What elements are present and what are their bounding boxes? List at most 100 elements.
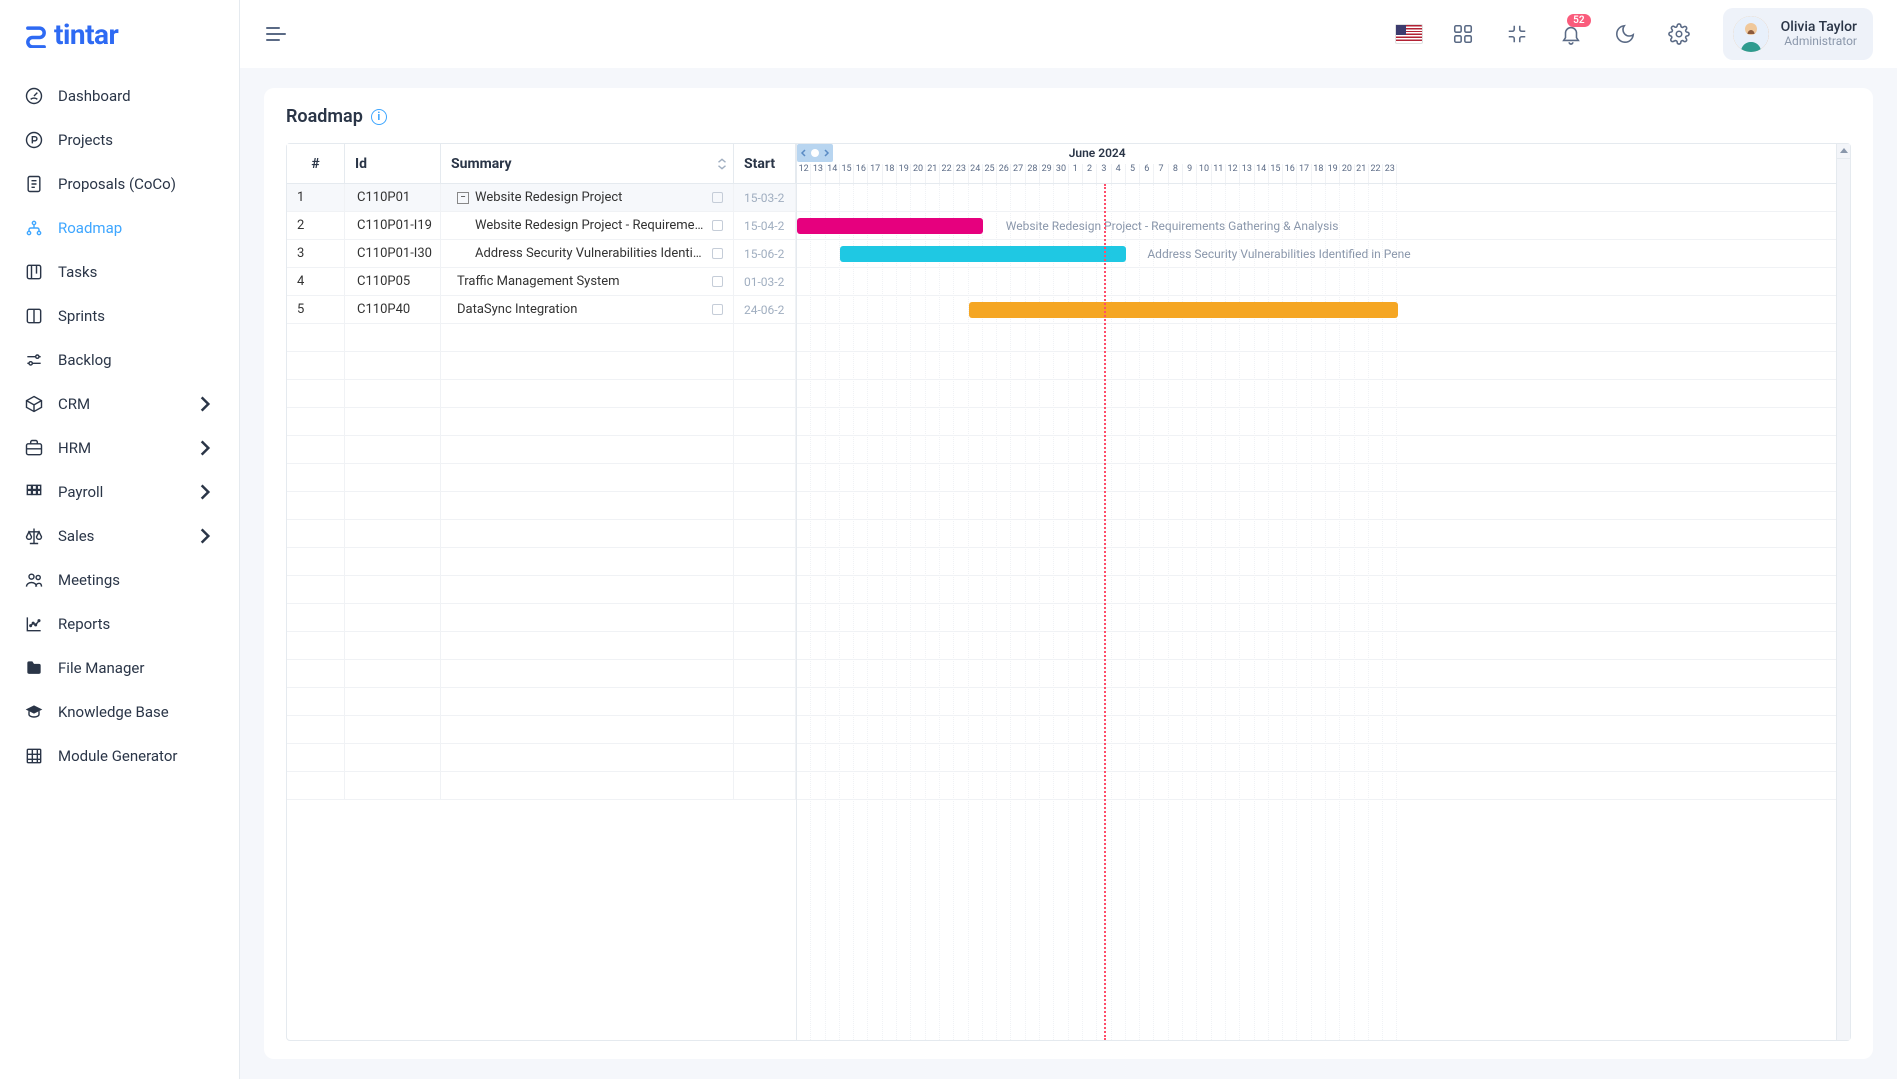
timeline-row bbox=[797, 660, 1850, 688]
folder-icon bbox=[24, 658, 44, 678]
col-header-start[interactable]: Start bbox=[734, 144, 796, 183]
logo[interactable]: tintar bbox=[0, 0, 239, 68]
table-row[interactable]: 4 C110P05 Traffic Management System 01-0… bbox=[287, 268, 796, 296]
timeline-row: Address Security Vulnerabilities Identif… bbox=[797, 240, 1850, 268]
sidebar-item-label: Payroll bbox=[58, 483, 181, 501]
gantt-bar[interactable] bbox=[797, 218, 983, 234]
compress-icon bbox=[1506, 23, 1528, 45]
tree-toggle[interactable]: − bbox=[457, 192, 469, 204]
timeline-nav[interactable] bbox=[797, 144, 833, 162]
sidebar-item-label: Reports bbox=[58, 615, 215, 633]
gantt-grid: # Id Summary Start 1 C110P01 − Website bbox=[287, 144, 797, 1040]
day-header: 26 bbox=[997, 164, 1011, 184]
row-summary: Website Redesign Project - Requirements … bbox=[441, 212, 734, 239]
day-header: 21 bbox=[1355, 164, 1369, 184]
day-header: 18 bbox=[883, 164, 897, 184]
timeline-row bbox=[797, 436, 1850, 464]
notifications-button[interactable]: 52 bbox=[1553, 16, 1589, 52]
sidebar-item-sprints[interactable]: Sprints bbox=[12, 294, 227, 338]
sidebar-item-label: Dashboard bbox=[58, 87, 215, 105]
checkbox[interactable] bbox=[712, 248, 723, 259]
sidebar-item-proposals-coco-[interactable]: Proposals (CoCo) bbox=[12, 162, 227, 206]
gantt-bar[interactable] bbox=[969, 302, 1398, 318]
sort-icon bbox=[715, 157, 729, 171]
avatar bbox=[1733, 16, 1769, 52]
day-header: 13 bbox=[811, 164, 825, 184]
us-flag-icon bbox=[1395, 24, 1423, 44]
theme-toggle-button[interactable] bbox=[1607, 16, 1643, 52]
row-start: 01-03-2 bbox=[734, 268, 796, 295]
today-marker bbox=[1104, 184, 1106, 1040]
table-row[interactable]: 3 C110P01-I30 Address Security Vulnerabi… bbox=[287, 240, 796, 268]
sidebar-item-tasks[interactable]: Tasks bbox=[12, 250, 227, 294]
table-row bbox=[287, 436, 796, 464]
day-header: 9 bbox=[1183, 164, 1197, 184]
gantt-timeline: June 2024 121314151617181920212223242526… bbox=[797, 144, 1850, 1040]
info-icon[interactable]: i bbox=[371, 109, 387, 125]
kanban-icon bbox=[24, 262, 44, 282]
splitter-handle[interactable] bbox=[797, 592, 800, 622]
users-icon bbox=[24, 570, 44, 590]
row-number: 3 bbox=[287, 240, 345, 267]
scale-icon bbox=[24, 526, 44, 546]
day-header: 12 bbox=[1226, 164, 1240, 184]
sidebar-item-roadmap[interactable]: Roadmap bbox=[12, 206, 227, 250]
sidebar-item-meetings[interactable]: Meetings bbox=[12, 558, 227, 602]
table-row bbox=[287, 408, 796, 436]
brand-icon bbox=[22, 20, 50, 48]
row-id: C110P01-I30 bbox=[345, 240, 441, 267]
sidebar-item-sales[interactable]: Sales bbox=[12, 514, 227, 558]
fullscreen-button[interactable] bbox=[1499, 16, 1535, 52]
timeline-header: June 2024 121314151617181920212223242526… bbox=[797, 144, 1850, 184]
day-header: 23 bbox=[954, 164, 968, 184]
timeline-body[interactable]: Website Redesign Project - Requirements … bbox=[797, 184, 1850, 1040]
sidebar-item-knowledge-base[interactable]: Knowledge Base bbox=[12, 690, 227, 734]
sidebar-item-file-manager[interactable]: File Manager bbox=[12, 646, 227, 690]
moon-icon bbox=[1614, 23, 1636, 45]
col-header-id[interactable]: Id bbox=[345, 144, 441, 183]
box-icon bbox=[24, 394, 44, 414]
gantt-container: # Id Summary Start 1 C110P01 − Website bbox=[286, 143, 1851, 1041]
sidebar-item-projects[interactable]: Projects bbox=[12, 118, 227, 162]
chevron-left-icon bbox=[799, 148, 809, 158]
checkbox[interactable] bbox=[712, 304, 723, 315]
sidebar-item-module-generator[interactable]: Module Generator bbox=[12, 734, 227, 778]
topbar: 52 Olivia Taylor Administrator bbox=[240, 0, 1897, 68]
nav-list: Dashboard Projects Proposals (CoCo) Road… bbox=[0, 68, 239, 1079]
page-title: Roadmap bbox=[286, 106, 363, 127]
sidebar-item-crm[interactable]: CRM bbox=[12, 382, 227, 426]
day-header: 22 bbox=[940, 164, 954, 184]
table-row[interactable]: 5 C110P40 DataSync Integration 24-06-2 bbox=[287, 296, 796, 324]
day-header: 16 bbox=[1283, 164, 1297, 184]
timeline-row bbox=[797, 324, 1850, 352]
checkbox[interactable] bbox=[712, 220, 723, 231]
sidebar-item-label: Sprints bbox=[58, 307, 215, 325]
table-row[interactable]: 2 C110P01-I19 Website Redesign Project -… bbox=[287, 212, 796, 240]
settings-button[interactable] bbox=[1661, 16, 1697, 52]
language-button[interactable] bbox=[1391, 16, 1427, 52]
chevron-right-icon bbox=[195, 526, 215, 546]
user-role: Administrator bbox=[1781, 35, 1857, 48]
day-header: 17 bbox=[868, 164, 882, 184]
timeline-days-row: 1213141516171819202122232425262728293012… bbox=[797, 164, 1850, 184]
sidebar-item-reports[interactable]: Reports bbox=[12, 602, 227, 646]
checkbox[interactable] bbox=[712, 276, 723, 287]
user-menu-button[interactable]: Olivia Taylor Administrator bbox=[1723, 8, 1873, 60]
day-header: 3 bbox=[1097, 164, 1111, 184]
row-start: 15-06-2 bbox=[734, 240, 796, 267]
table-row[interactable]: 1 C110P01 − Website Redesign Project 15-… bbox=[287, 184, 796, 212]
chevron-right-icon bbox=[195, 394, 215, 414]
checkbox[interactable] bbox=[712, 192, 723, 203]
menu-toggle-button[interactable] bbox=[264, 18, 296, 50]
gantt-bar[interactable] bbox=[840, 246, 1126, 262]
sidebar-item-hrm[interactable]: HRM bbox=[12, 426, 227, 470]
timeline-row bbox=[797, 520, 1850, 548]
sidebar-item-backlog[interactable]: Backlog bbox=[12, 338, 227, 382]
sidebar-item-dashboard[interactable]: Dashboard bbox=[12, 74, 227, 118]
apps-button[interactable] bbox=[1445, 16, 1481, 52]
sidebar-item-payroll[interactable]: Payroll bbox=[12, 470, 227, 514]
col-header-num[interactable]: # bbox=[287, 144, 345, 183]
col-header-summary[interactable]: Summary bbox=[441, 144, 734, 183]
vertical-scrollbar[interactable] bbox=[1836, 144, 1850, 1040]
day-header: 23 bbox=[1383, 164, 1397, 184]
